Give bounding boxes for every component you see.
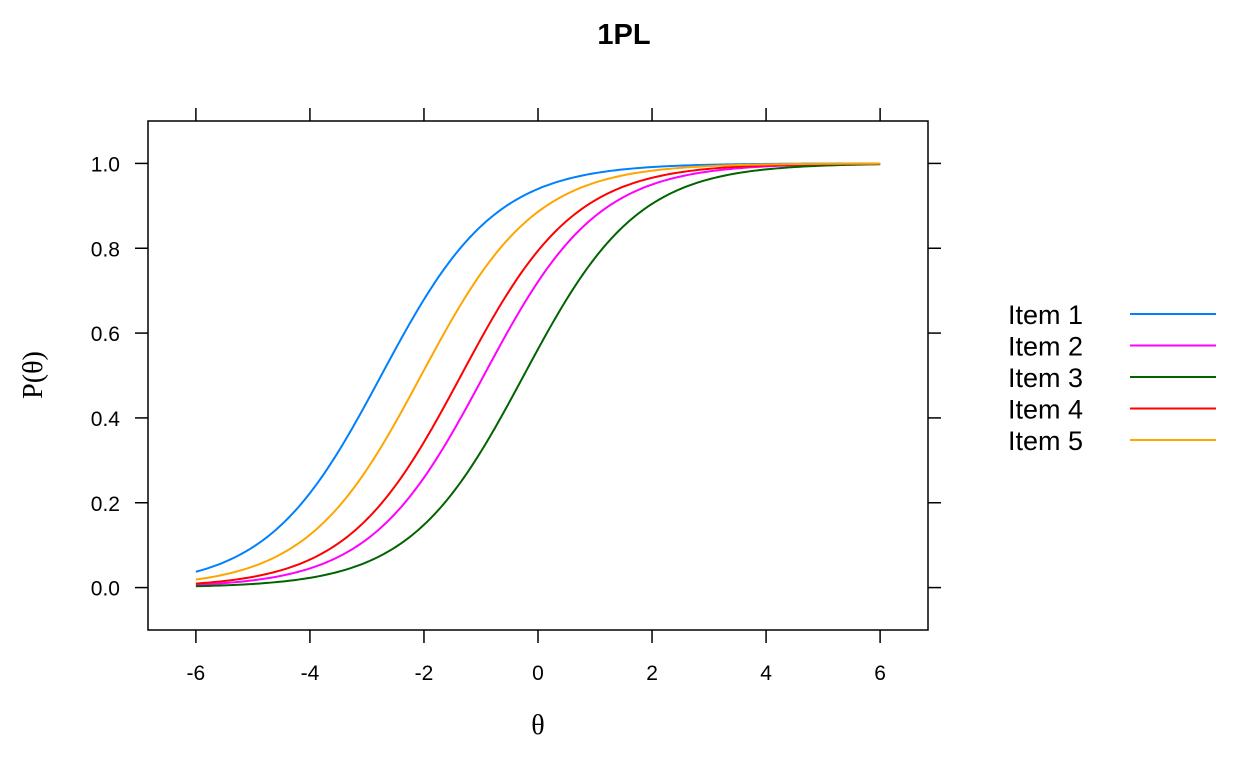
y-tick-label: 1.0 — [91, 153, 120, 176]
x-tick-label: -2 — [415, 662, 434, 685]
series-line — [195, 162, 881, 581]
axis-ticks: -6 -4 -2 0 2 4 6 0.0 0.2 0.4 0.6 0.8 1.0 — [91, 108, 941, 685]
legend-item-label: Item 2 — [1008, 332, 1083, 362]
series-line — [195, 162, 881, 573]
x-axis-label: θ — [531, 710, 544, 741]
series-line — [195, 162, 881, 586]
series-line — [195, 162, 881, 585]
legend-item-label: Item 4 — [1008, 395, 1083, 425]
plot-frame — [147, 120, 929, 631]
x-tick-label: 6 — [874, 662, 886, 685]
series-line — [195, 163, 881, 588]
x-tick-label: -4 — [301, 662, 320, 685]
y-tick-label: 0.6 — [91, 323, 120, 346]
x-tick-label: 0 — [532, 662, 544, 685]
y-axis-label: P(θ) — [18, 351, 49, 399]
x-tick-label: 2 — [646, 662, 658, 685]
legend-item-label: Item 1 — [1008, 300, 1083, 330]
legend-item-label: Item 3 — [1008, 363, 1083, 393]
y-tick-label: 0.8 — [91, 238, 120, 261]
y-tick-label: 0.4 — [91, 408, 121, 431]
y-tick-label: 0.0 — [91, 578, 120, 601]
legend-item-label: Item 5 — [1008, 426, 1083, 456]
y-tick-label: 0.2 — [91, 493, 120, 516]
series-lines — [195, 162, 881, 588]
x-tick-label: 4 — [760, 662, 772, 685]
chart-title: 1PL — [597, 19, 650, 51]
x-tick-label: -6 — [187, 662, 206, 685]
